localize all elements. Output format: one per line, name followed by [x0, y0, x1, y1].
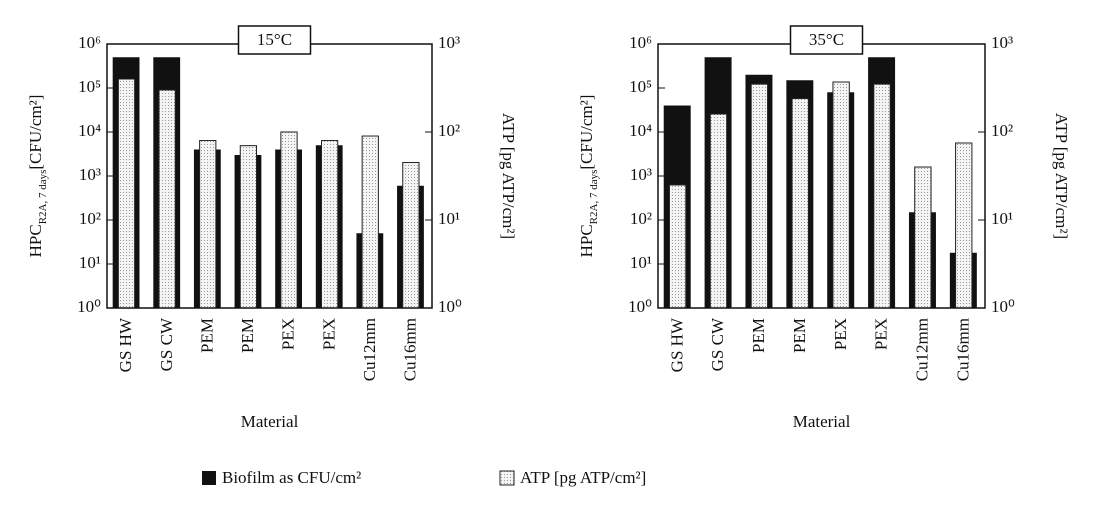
atp-bar [321, 140, 339, 309]
y-axis-label-main: HPC [577, 224, 596, 257]
y-tick-label: 10⁰ [77, 297, 101, 316]
y2-tick-label: 10² [438, 121, 460, 140]
y2-tick-label: 10³ [991, 33, 1013, 52]
x-axis-label: Material [793, 412, 851, 431]
x-tick-label: PEM [197, 318, 216, 353]
x-tick-label: PEX [319, 318, 338, 350]
y-axis-label: HPCR2A, 7 days[CFU/cm²] [577, 95, 600, 258]
x-tick-label: PEX [831, 318, 850, 350]
y-tick-label: 10³ [630, 165, 652, 184]
x-tick-label: GS CW [708, 317, 727, 371]
y2-axis-label: ATP [pg ATP/cm²] [499, 113, 518, 239]
y-tick-label: 10⁰ [628, 297, 652, 316]
x-tick-label: PEM [749, 318, 768, 353]
y-tick-label: 10¹ [630, 253, 652, 272]
y2-tick-label: 10² [991, 121, 1013, 140]
y-tick-label: 10³ [79, 165, 101, 184]
chart-title: 35°C [809, 30, 844, 49]
y-tick-label: 10⁵ [629, 77, 652, 96]
x-tick-label: PEM [790, 318, 809, 353]
y-axis-label-main: HPC [26, 224, 45, 257]
atp-bar [361, 135, 379, 309]
y2-tick-label: 10⁰ [438, 297, 462, 316]
y-axis-label: HPCR2A, 7 days[CFU/cm²] [26, 95, 49, 258]
atp-bar [955, 142, 973, 309]
atp-bar [914, 166, 932, 309]
legend-label: ATP [pg ATP/cm²] [520, 468, 646, 487]
y-tick-label: 10⁶ [78, 33, 101, 52]
y-tick-label: 10² [79, 209, 101, 228]
x-tick-label: GS HW [116, 317, 135, 372]
y2-axis-label: ATP [pg ATP/cm²] [1052, 113, 1071, 239]
legend-swatch [202, 471, 216, 485]
atp-bar [117, 78, 136, 309]
atp-bar [158, 89, 176, 309]
x-axis-label: Material [241, 412, 299, 431]
atp-bar [873, 83, 891, 309]
y2-tick-label: 10¹ [438, 209, 460, 228]
y-tick-label: 10⁴ [78, 121, 101, 140]
atp-bar [750, 83, 769, 309]
legend-label: Biofilm as CFU/cm² [222, 468, 361, 487]
atp-bar [239, 145, 257, 309]
y2-tick-label: 10⁰ [991, 297, 1015, 316]
y-axis-label-sub: R2A, 7 days [37, 170, 49, 225]
title-box [237, 25, 312, 55]
atp-bar [832, 81, 850, 309]
x-tick-label: PEM [238, 318, 257, 353]
x-tick-label: GS CW [157, 317, 176, 371]
y2-tick-label: 10¹ [991, 209, 1013, 228]
x-tick-label: PEX [872, 318, 891, 350]
y-axis-label-unit: [CFU/cm²] [26, 95, 45, 170]
x-tick-label: Cu16mm [401, 318, 420, 381]
y-tick-label: 10² [630, 209, 652, 228]
x-tick-label: Cu12mm [913, 318, 932, 381]
atp-bar [791, 98, 809, 309]
y-axis-label-sub: R2A, 7 days [588, 170, 600, 225]
x-tick-label: Cu12mm [360, 318, 379, 381]
title-box [789, 25, 864, 55]
x-tick-label: PEX [279, 318, 298, 350]
atp-bar [668, 184, 687, 309]
atp-bar [402, 162, 420, 309]
y-tick-label: 10⁶ [629, 33, 652, 52]
atp-bar [280, 131, 298, 309]
y-axis-label-unit: [CFU/cm²] [577, 95, 596, 170]
y2-tick-label: 10³ [438, 33, 460, 52]
y-tick-label: 10⁴ [629, 121, 652, 140]
x-tick-label: Cu16mm [953, 318, 972, 381]
chart-title: 15°C [257, 30, 292, 49]
x-tick-label: GS HW [667, 317, 686, 372]
legend-swatch [499, 470, 515, 486]
atp-bar [709, 113, 728, 309]
y-tick-label: 10¹ [79, 253, 101, 272]
y-tick-label: 10⁵ [78, 77, 101, 96]
atp-bar [199, 140, 217, 309]
